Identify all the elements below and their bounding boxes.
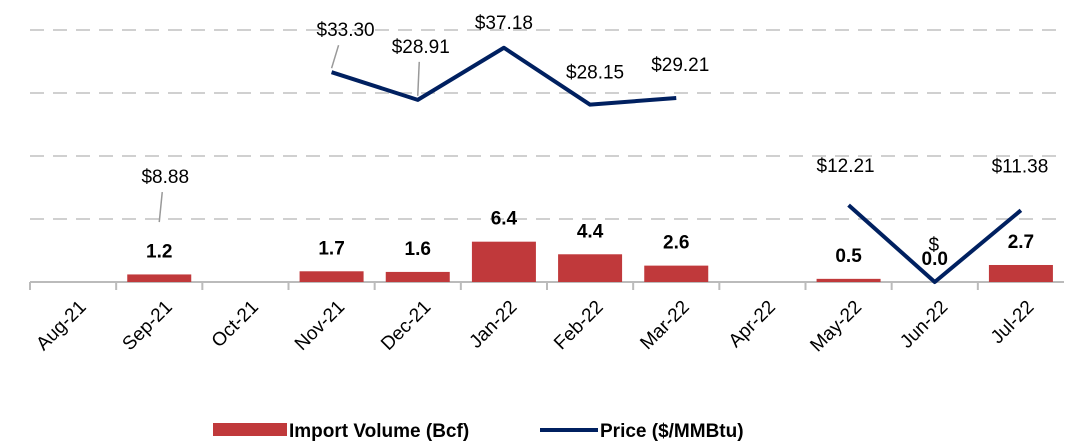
bar [988, 264, 1053, 282]
bar [299, 271, 364, 282]
bar [644, 265, 709, 282]
bar [558, 254, 623, 282]
price-label: $28.15 [566, 63, 624, 84]
price-label: $29.21 [651, 55, 709, 76]
bar-label: 0.5 [835, 246, 862, 267]
leader-line [330, 44, 340, 69]
x-tick-label: Feb-22 [550, 297, 607, 354]
bar-label: 1.2 [146, 241, 172, 262]
price-line [330, 45, 1023, 284]
bar [127, 274, 192, 282]
bar-label: 4.4 [577, 221, 604, 242]
x-tick-label: Sep-21 [119, 297, 177, 355]
bar-label: 2.6 [663, 233, 689, 254]
x-tick-label: Apr-22 [725, 297, 780, 352]
bar [816, 278, 881, 282]
bar [471, 241, 536, 282]
price-label: $11.38 [992, 156, 1049, 177]
price-label: $37.18 [475, 13, 533, 34]
price-label: $12.21 [817, 156, 875, 177]
bar-label: 2.7 [1008, 232, 1034, 253]
price-label: $8.88 [141, 167, 189, 188]
x-tick-label: Aug-21 [32, 297, 90, 355]
bar [385, 271, 450, 282]
legend-label: Price ($/MMBtu) [600, 421, 744, 441]
x-tick-label: Jul-22 [987, 297, 1038, 348]
x-tick-label: Nov-21 [291, 297, 349, 355]
bar-label: 1.6 [405, 239, 431, 260]
price-label: $33.30 [317, 20, 375, 41]
x-tick-label: Jun-22 [896, 297, 952, 353]
price-label: $ [928, 235, 939, 256]
x-tick-label: Mar-22 [636, 297, 693, 354]
bar-label: 6.4 [491, 209, 518, 230]
price-label: $28.91 [392, 37, 450, 58]
legend-label: Import Volume (Bcf) [289, 421, 469, 441]
legend-swatch [213, 423, 287, 436]
leader-line [158, 191, 163, 223]
leader-line [417, 61, 420, 96]
x-tick-label: Oct-21 [208, 297, 263, 352]
bar-label: 0.0 [922, 249, 948, 270]
x-tick-label: Dec-21 [377, 297, 435, 355]
x-tick-label: May-22 [806, 297, 866, 357]
bar-label: 1.7 [318, 238, 344, 259]
x-tick-label: Jan-22 [466, 297, 522, 353]
